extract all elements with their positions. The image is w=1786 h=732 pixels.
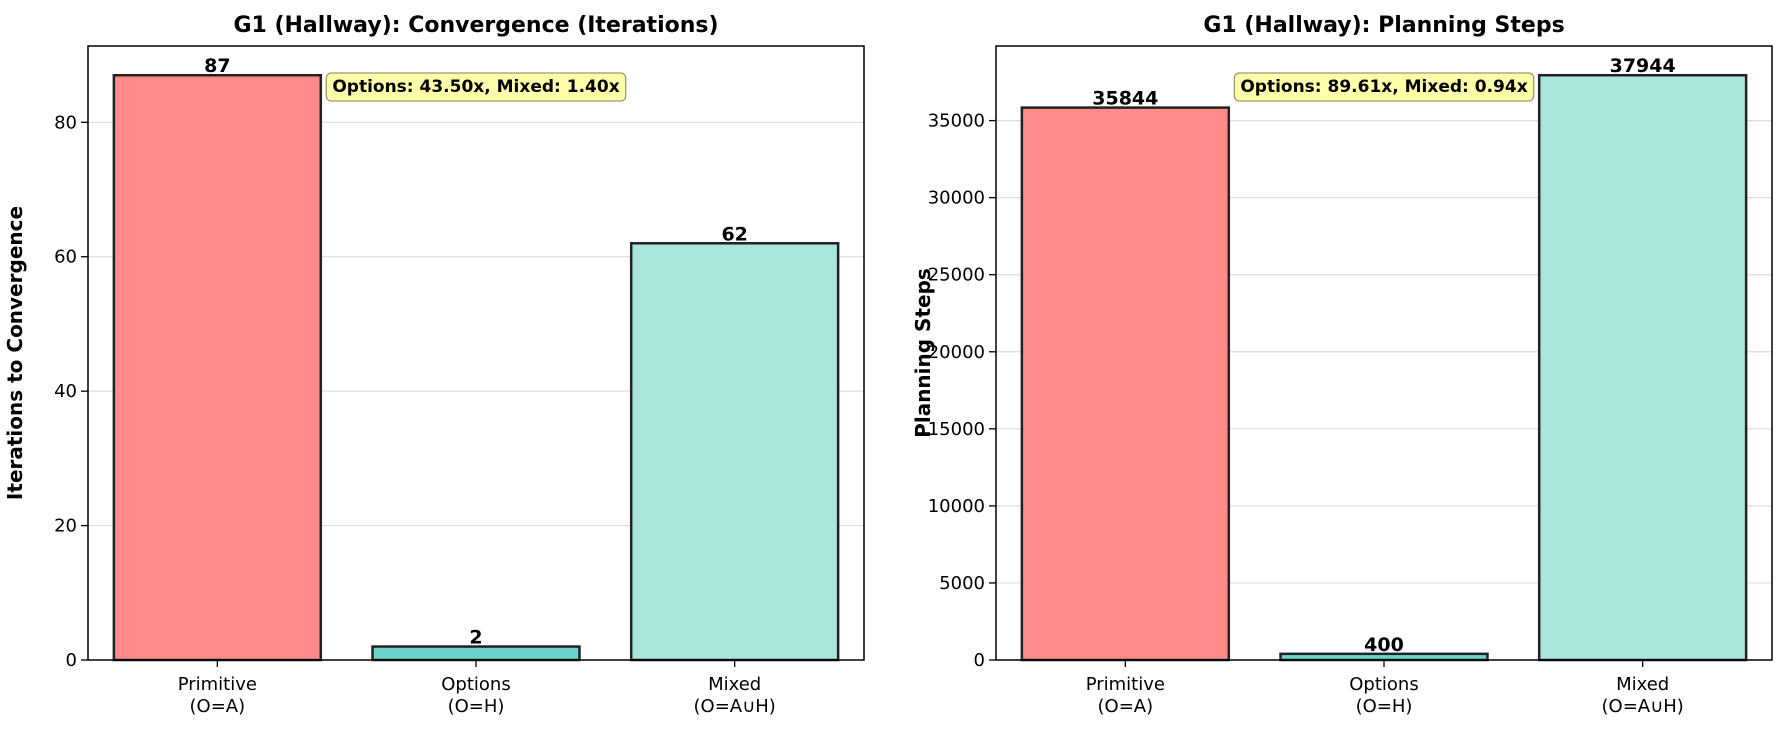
y-tick-label: 80 (54, 112, 77, 133)
x-tick-label: Mixed (O=A∪H) (1602, 674, 1684, 717)
annotation-box: Options: 43.50x, Mixed: 1.40x (325, 72, 627, 102)
x-tick-label-line: Options (441, 674, 510, 695)
value-label: 62 (721, 223, 747, 245)
x-tick-label-line: (O=A∪H) (1602, 696, 1684, 717)
y-axis-label: Iterations to Convergence (3, 206, 27, 500)
y-tick-label: 20 (54, 516, 77, 537)
bar-primitive (112, 73, 323, 662)
value-label: 400 (1364, 634, 1404, 656)
x-tick-label-line: Primitive (1086, 674, 1165, 695)
x-tick-label: Options (O=H) (441, 674, 510, 717)
x-tick-label-line: Mixed (1616, 674, 1669, 695)
bar-options (371, 645, 581, 662)
subplot-1: 87 2 62 0 20 40 60 80 Primitive (O=A) Options (O=H)… (3, 13, 865, 717)
bar-primitive (1020, 106, 1231, 662)
annotation-text: Options: 43.50x, Mixed: 1.40x (332, 77, 619, 97)
chart-title: G1 (Hallway): Planning Steps (1203, 13, 1564, 38)
annotation-background (1233, 72, 1535, 102)
chart-title: G1 (Hallway): Convergence (Iterations) (233, 13, 718, 38)
y-tick-label: 60 (54, 247, 77, 268)
y-tick-label: 30000 (928, 188, 985, 209)
bar-mixed (629, 242, 840, 662)
x-tick-label-line: (O=H) (448, 696, 505, 717)
value-label: 35844 (1092, 88, 1158, 110)
x-tick-label-line: (O=A) (1098, 696, 1154, 717)
x-tick-label: Primitive (O=A) (178, 674, 257, 717)
x-tick-label-line: Mixed (708, 674, 761, 695)
x-tick-label: Primitive (O=A) (1086, 674, 1165, 717)
annotation-text: Options: 89.61x, Mixed: 0.94x (1240, 77, 1527, 97)
x-tick-label-line: (O=A) (190, 696, 246, 717)
y-tick-label: 35000 (928, 111, 985, 132)
y-tick-label: 10000 (928, 496, 985, 517)
x-tick-label-line: (O=A∪H) (694, 696, 776, 717)
x-tick-label-line: (O=H) (1356, 696, 1413, 717)
x-tick-label: Options (O=H) (1349, 674, 1418, 717)
y-tick-label: 5000 (939, 573, 985, 594)
y-tick-label: 20000 (928, 342, 985, 363)
x-tick-label: Mixed (O=A∪H) (694, 674, 776, 717)
x-tick-label-line: Primitive (178, 674, 257, 695)
value-label: 2 (469, 627, 482, 649)
annotation-background (325, 72, 627, 102)
y-tick-label: 0 (66, 650, 77, 671)
value-label: 37944 (1610, 55, 1676, 77)
bar-mixed (1537, 73, 1748, 662)
annotation-box: Options: 89.61x, Mixed: 0.94x (1233, 72, 1535, 102)
y-tick-label: 25000 (928, 265, 985, 286)
value-label: 87 (204, 55, 230, 77)
y-tick-label: 40 (54, 381, 77, 402)
y-tick-label: 0 (974, 650, 985, 671)
x-tick-label-line: Options (1349, 674, 1418, 695)
y-tick-label: 15000 (928, 419, 985, 440)
subplot-2: 35844 400 37944 0 5000 10000 15000 20000 25000 30… (911, 13, 1773, 717)
y-axis-label: Planning Steps (911, 268, 935, 438)
